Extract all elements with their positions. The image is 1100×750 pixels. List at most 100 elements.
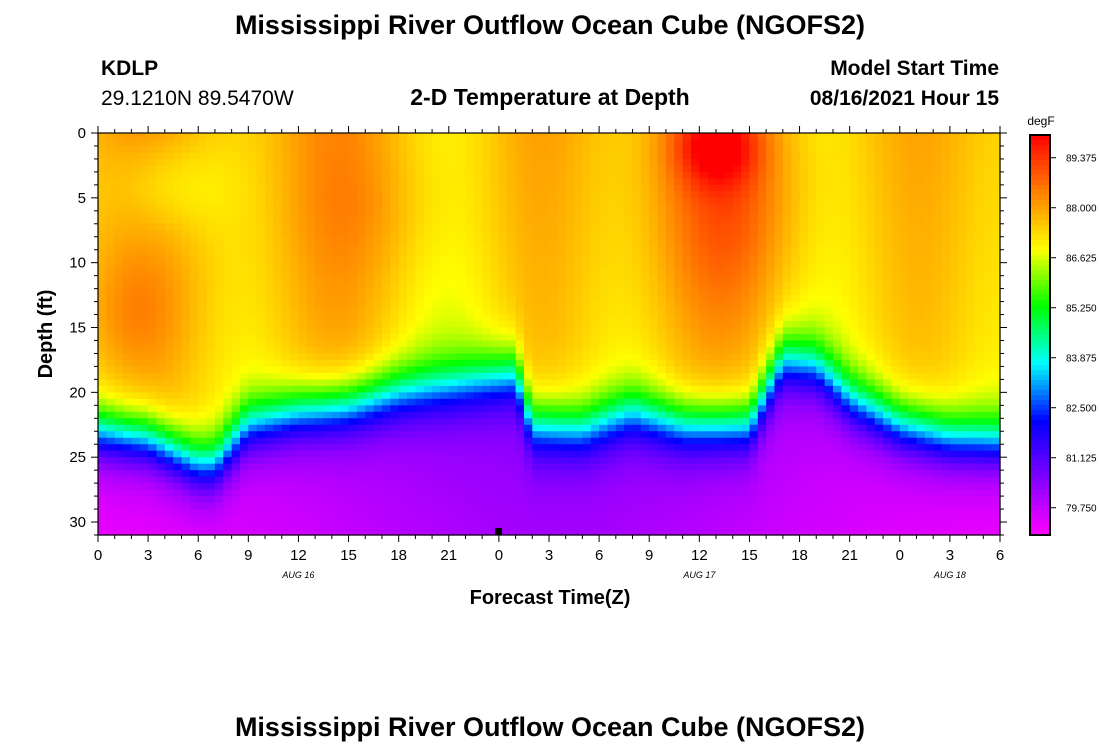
heatmap-cell [540,275,550,283]
heatmap-cell [398,353,408,361]
heatmap-cell [690,359,700,368]
heatmap-cell [448,405,458,413]
heatmap-cell [549,346,558,355]
heatmap-cell [223,139,233,147]
heatmap-cell [198,398,208,406]
heatmap-cell [131,424,141,432]
heatmap-cell [716,346,725,355]
heatmap-cell [164,301,174,309]
heatmap-cell [273,288,283,296]
heatmap-cell [206,405,216,413]
heatmap-cell [782,411,792,419]
heatmap-cell [908,346,918,355]
heatmap-cell [490,288,500,296]
heatmap-cell [665,353,675,361]
heatmap-cell [281,282,291,290]
heatmap-cell [265,191,274,199]
heatmap-cell [181,398,191,406]
heatmap-cell [198,139,208,147]
heatmap-cell [707,334,717,342]
heatmap-cell [315,314,325,322]
heatmap-cell [432,392,442,400]
heatmap-cell [265,178,274,186]
heatmap-cell [732,230,742,238]
heatmap-cell [290,223,300,231]
heatmap-cell [448,398,458,406]
heatmap-cell [198,223,208,231]
heatmap-cell [607,197,617,205]
heatmap-cell [348,152,358,160]
heatmap-cell [774,379,784,387]
heatmap-cell [741,321,751,329]
heatmap-cell [574,405,584,413]
heatmap-cell [331,366,341,374]
heatmap-cell [348,282,358,290]
heatmap-cell [381,372,391,380]
heatmap-cell [331,269,341,277]
heatmap-cell [891,178,901,186]
heatmap-cell [123,204,133,212]
heatmap-cell [340,405,350,413]
heatmap-cell [139,405,149,413]
heatmap-cell [498,359,508,368]
heatmap-cell [958,353,968,361]
heatmap-cell [991,340,1001,348]
heatmap-cell [482,178,492,186]
heatmap-cell [858,372,867,380]
heatmap-cell [674,372,684,380]
heatmap-cell [206,191,216,199]
heatmap-cell [340,282,350,290]
heatmap-cell [665,158,675,167]
heatmap-cell [473,301,483,309]
heatmap-cell [933,184,943,192]
heatmap-cell [164,411,174,419]
heatmap-cell [832,327,842,335]
heatmap-cell [816,418,826,426]
heatmap-cell [432,262,442,270]
heatmap-cell [640,184,650,192]
heatmap-cell [473,321,483,329]
heatmap-cell [724,424,734,432]
heatmap-cell [181,223,191,231]
heatmap-cell [590,197,600,205]
heatmap-cell [373,366,383,374]
heatmap-cell [866,275,876,283]
heatmap-cell [348,178,358,186]
heatmap-cell [498,282,508,290]
heatmap-cell [189,314,199,322]
heatmap-cell [323,295,333,303]
heatmap-cell [507,236,517,244]
heatmap-cell [707,230,717,238]
heatmap-cell [632,346,642,355]
heatmap-cell [498,405,508,413]
heatmap-cell [340,366,350,374]
heatmap-cell [624,385,634,393]
heatmap-cell [824,133,834,141]
heatmap-cell [390,392,400,400]
heatmap-cell [290,275,300,283]
heatmap-cell [106,327,116,335]
heatmap-cell [766,295,776,303]
heatmap-cell [223,191,233,199]
heatmap-cell [816,295,826,303]
heatmap-cell [306,256,316,264]
heatmap-cell [256,133,266,141]
heatmap-cell [373,158,383,167]
heatmap-cell [415,256,425,264]
heatmap-cell [991,275,1001,283]
heatmap-cell [273,139,283,147]
heatmap-cell [649,262,659,270]
heatmap-cell [298,191,308,199]
heatmap-cell [415,204,425,212]
heatmap-cell [457,321,467,329]
heatmap-cell [858,405,867,413]
heatmap-cell [749,269,759,277]
heatmap-cell [315,321,325,329]
heatmap-cell [273,424,283,432]
heatmap-cell [131,133,141,141]
heatmap-cell [189,411,199,419]
heatmap-cell [465,385,475,393]
heatmap-cell [599,243,609,251]
heatmap-cell [582,372,592,380]
heatmap-cell [189,392,199,400]
